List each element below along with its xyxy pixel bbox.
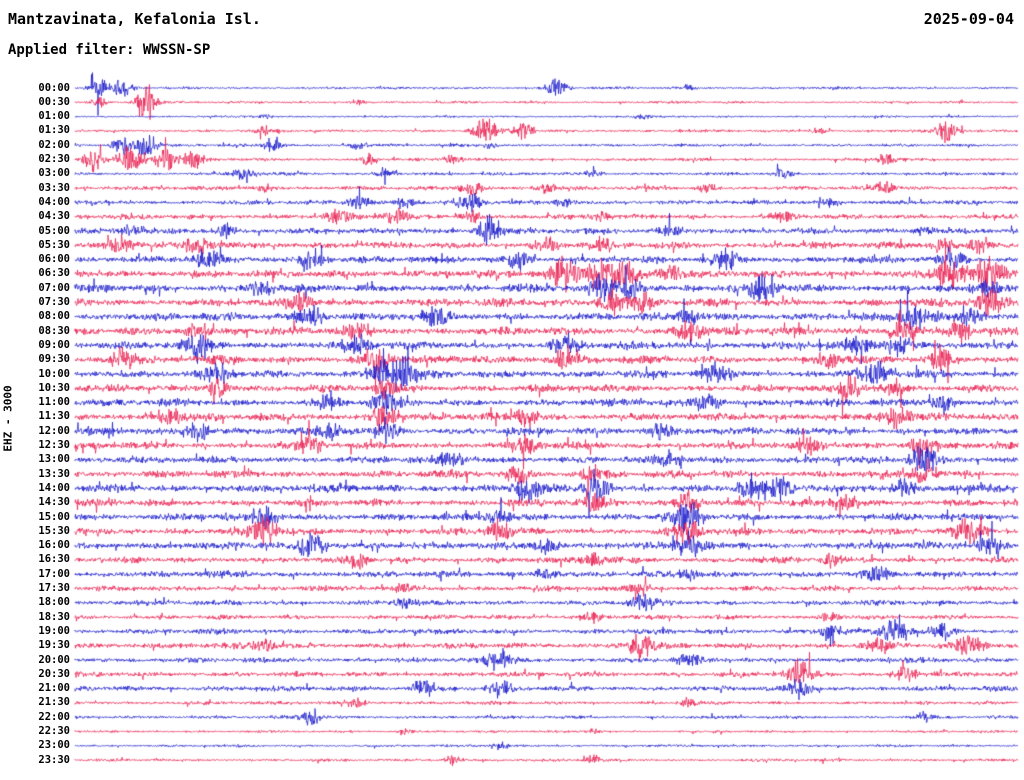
time-label: 10:00 bbox=[38, 367, 70, 380]
time-label: 21:00 bbox=[38, 682, 70, 695]
time-label: 01:00 bbox=[38, 110, 70, 123]
time-label: 09:00 bbox=[38, 338, 70, 351]
time-label: 19:00 bbox=[38, 624, 70, 637]
time-label: 17:00 bbox=[38, 567, 70, 580]
time-label: 20:00 bbox=[38, 653, 70, 666]
time-label: 17:30 bbox=[38, 582, 70, 594]
time-label: 21:30 bbox=[38, 696, 70, 709]
time-label: 15:00 bbox=[38, 510, 70, 523]
time-label: 11:00 bbox=[38, 396, 70, 409]
time-label: 22:30 bbox=[38, 725, 70, 737]
time-label: 03:00 bbox=[38, 167, 70, 180]
time-label: 16:30 bbox=[38, 553, 70, 566]
time-label: 08:30 bbox=[38, 324, 70, 337]
time-label: 23:00 bbox=[38, 739, 70, 752]
time-label: 01:30 bbox=[38, 124, 70, 137]
time-label: 00:00 bbox=[38, 81, 70, 94]
time-label: 03:30 bbox=[38, 181, 70, 194]
time-label: 02:00 bbox=[38, 138, 70, 151]
time-label: 06:00 bbox=[38, 253, 70, 266]
time-label: 18:30 bbox=[38, 610, 70, 623]
time-label: 07:00 bbox=[38, 281, 70, 294]
time-label: 07:30 bbox=[38, 296, 70, 308]
time-label: 22:00 bbox=[38, 710, 70, 723]
time-label: 06:30 bbox=[38, 267, 70, 280]
time-label: 18:00 bbox=[38, 596, 70, 609]
time-label: 05:30 bbox=[38, 238, 70, 251]
time-label: 05:00 bbox=[38, 224, 70, 237]
time-label: 16:00 bbox=[38, 539, 70, 552]
time-label: 14:30 bbox=[38, 496, 70, 509]
time-label: 04:30 bbox=[38, 210, 70, 223]
time-label: 02:30 bbox=[38, 153, 70, 165]
time-label: 00:30 bbox=[38, 95, 70, 108]
time-label: 10:30 bbox=[38, 381, 70, 394]
time-label: 11:30 bbox=[38, 410, 70, 423]
time-label: 12:00 bbox=[38, 424, 70, 437]
time-label: 09:30 bbox=[38, 353, 70, 366]
time-label: 19:30 bbox=[38, 639, 70, 652]
time-label: 15:30 bbox=[38, 524, 70, 537]
time-label: 20:30 bbox=[38, 667, 70, 680]
time-label: 23:30 bbox=[38, 753, 70, 766]
time-label: 13:30 bbox=[38, 467, 70, 480]
time-label: 12:30 bbox=[38, 439, 70, 451]
time-label: 13:00 bbox=[38, 453, 70, 466]
time-label: 14:00 bbox=[38, 481, 70, 494]
time-label: 04:00 bbox=[38, 195, 70, 208]
time-label: 08:00 bbox=[38, 310, 70, 323]
